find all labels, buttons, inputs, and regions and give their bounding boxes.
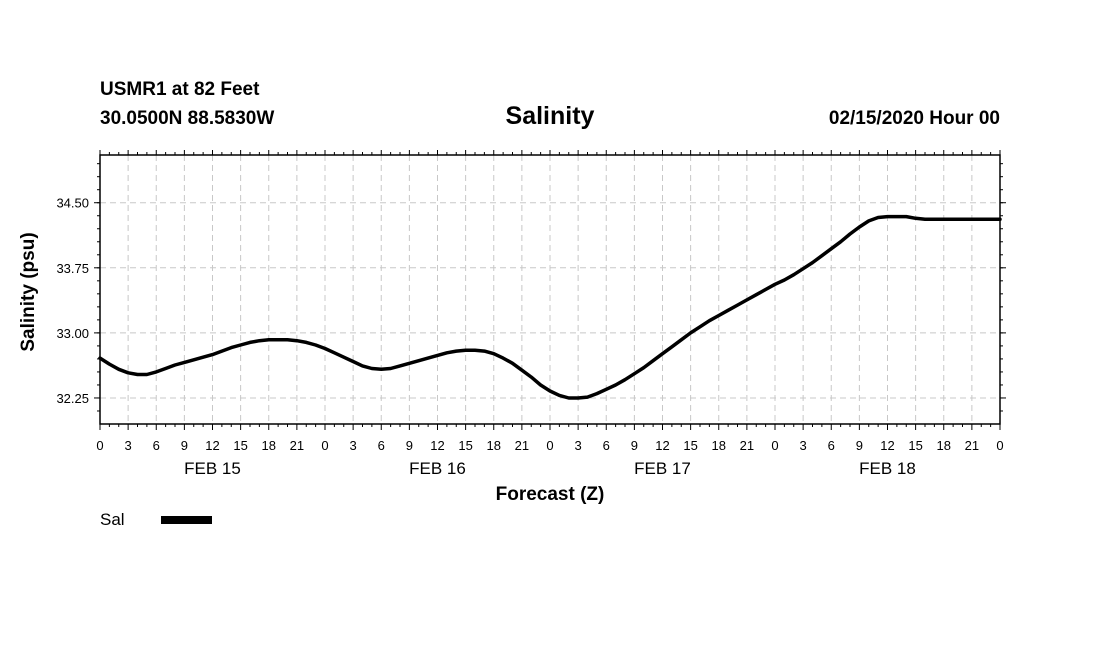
- x-tick-label: 3: [800, 438, 807, 453]
- x-tick-label: 6: [828, 438, 835, 453]
- x-tick-label: 18: [262, 438, 276, 453]
- x-tick-label: 18: [487, 438, 501, 453]
- y-tick-label: 33.75: [56, 261, 89, 276]
- x-tick-label: 18: [712, 438, 726, 453]
- x-tick-label: 12: [430, 438, 444, 453]
- x-tick-label: 0: [96, 438, 103, 453]
- legend-swatch: [161, 516, 212, 524]
- day-label: FEB 15: [184, 459, 241, 478]
- x-tick-label: 21: [965, 438, 979, 453]
- x-tick-label: 3: [575, 438, 582, 453]
- x-tick-label: 12: [655, 438, 669, 453]
- x-tick-label: 6: [603, 438, 610, 453]
- x-tick-label: 3: [350, 438, 357, 453]
- x-tick-label: 21: [740, 438, 754, 453]
- x-tick-label: 0: [771, 438, 778, 453]
- series-layer: [98, 214, 1002, 400]
- x-tick-label: 0: [546, 438, 553, 453]
- y-tick-label: 32.25: [56, 391, 89, 406]
- x-tick-label: 15: [908, 438, 922, 453]
- day-label: FEB 16: [409, 459, 466, 478]
- x-tick-label: 21: [515, 438, 529, 453]
- x-tick-label: 6: [378, 438, 385, 453]
- x-tick-label: 15: [458, 438, 472, 453]
- series-line-sal: [98, 214, 1002, 400]
- x-tick-label: 0: [996, 438, 1003, 453]
- x-tick-label: 9: [406, 438, 413, 453]
- x-tick-label: 12: [880, 438, 894, 453]
- x-tick-label: 3: [125, 438, 132, 453]
- chart-title: Salinity: [506, 102, 595, 130]
- x-tick-label: 15: [683, 438, 697, 453]
- day-label: FEB 18: [859, 459, 916, 478]
- day-label: FEB 17: [634, 459, 691, 478]
- x-tick-label: 21: [290, 438, 304, 453]
- x-tick-label: 9: [181, 438, 188, 453]
- forecast-datetime: 02/15/2020 Hour 00: [829, 108, 1000, 129]
- x-tick-label: 18: [937, 438, 951, 453]
- station-title: USMR1 at 82 Feet: [100, 79, 260, 100]
- legend: Sal: [100, 510, 212, 529]
- x-tick-label: 6: [153, 438, 160, 453]
- station-coords: 30.0500N 88.5830W: [100, 108, 274, 129]
- x-tick-label: 15: [233, 438, 247, 453]
- x-tick-label: 12: [205, 438, 219, 453]
- x-tick-label: 0: [321, 438, 328, 453]
- grid-lines: [100, 155, 1000, 424]
- x-tick-label: 9: [856, 438, 863, 453]
- y-tick-label: 34.50: [56, 196, 89, 211]
- axes: 0 3 6 9 12 15 18 21 0 3 6 9 12 15 18 21 0 3 6 9 12 15 18 21 0 3 6 9…: [56, 150, 1006, 478]
- y-axis-label: Salinity (psu): [18, 232, 39, 351]
- y-tick-label: 33.00: [56, 326, 89, 341]
- x-tick-label: 9: [631, 438, 638, 453]
- legend-label: Sal: [100, 510, 125, 529]
- x-axis-label: Forecast (Z): [496, 484, 605, 505]
